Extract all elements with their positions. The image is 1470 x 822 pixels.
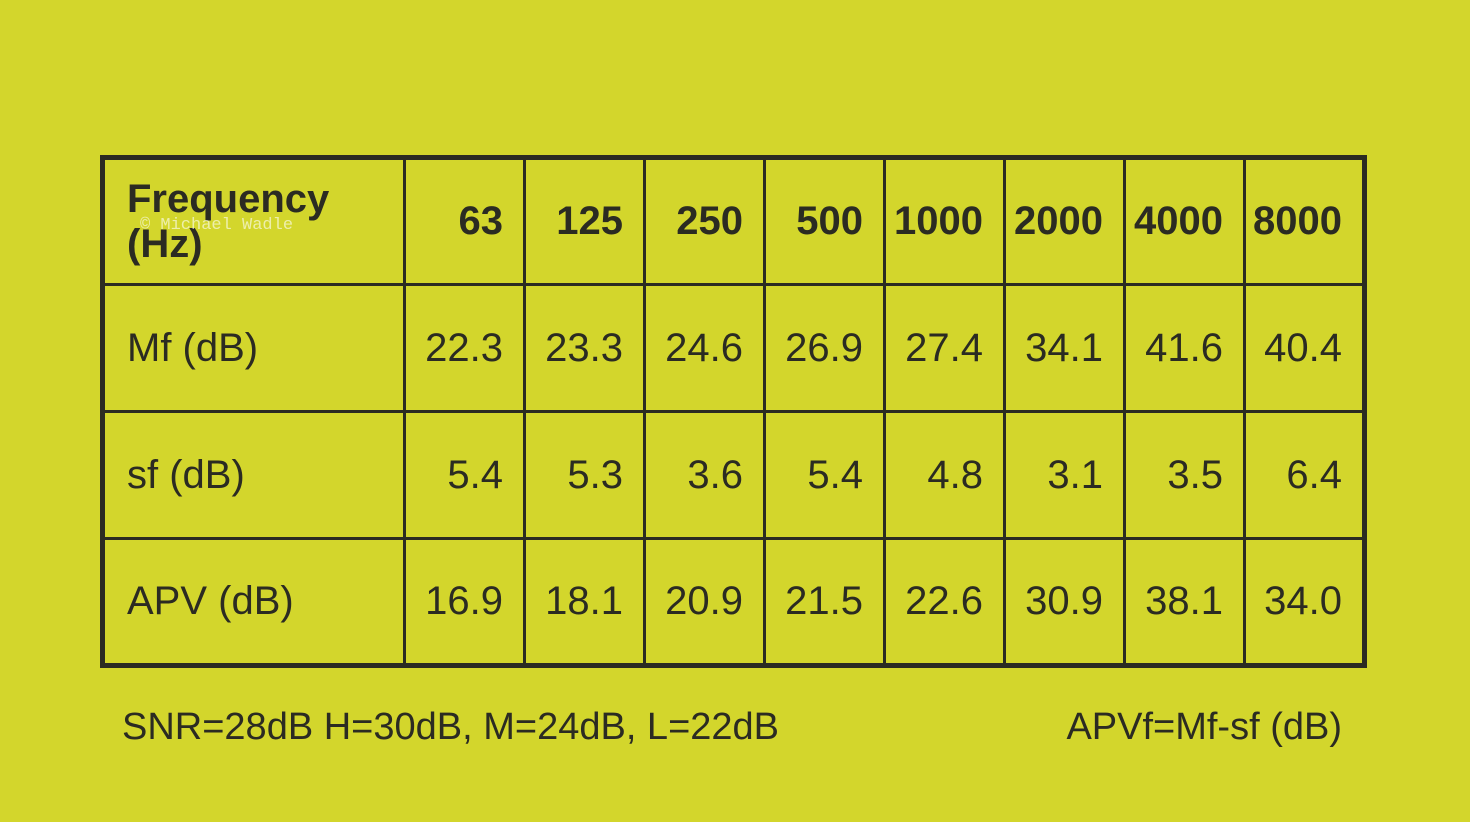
cell: 125 bbox=[523, 156, 646, 286]
cell: 3.5 bbox=[1123, 410, 1246, 540]
cell: 3.1 bbox=[1003, 410, 1126, 540]
cell: 34.1 bbox=[1003, 283, 1126, 413]
cell: 38.1 bbox=[1123, 537, 1246, 667]
cell: 5.3 bbox=[523, 410, 646, 540]
cell: 1000 bbox=[883, 156, 1006, 286]
cell: 20.9 bbox=[643, 537, 766, 667]
cell: 22.3 bbox=[403, 283, 526, 413]
table-row: APV (dB) 16.9 18.1 20.9 21.5 22.6 30.9 38.1 34.0 bbox=[101, 537, 1366, 667]
header-row: Frequency (Hz) 63 125 250 500 1000 2000 4000 800… bbox=[101, 156, 1366, 286]
cell: 23.3 bbox=[523, 283, 646, 413]
row-label: Frequency (Hz) bbox=[101, 156, 406, 286]
row-label: APV (dB) bbox=[101, 537, 406, 667]
cell: 21.5 bbox=[763, 537, 886, 667]
cell: 3.6 bbox=[643, 410, 766, 540]
row-label: Mf (dB) bbox=[101, 283, 406, 413]
cell: 40.4 bbox=[1243, 283, 1366, 413]
cell: 8000 bbox=[1243, 156, 1366, 286]
cell: 30.9 bbox=[1003, 537, 1126, 667]
footer-formula: APVf=Mf-sf (dB) bbox=[1066, 706, 1342, 748]
cell: 18.1 bbox=[523, 537, 646, 667]
row-label: sf (dB) bbox=[101, 410, 406, 540]
watermark: © Michael Wadle bbox=[140, 216, 294, 235]
cell: 5.4 bbox=[403, 410, 526, 540]
cell: 250 bbox=[643, 156, 766, 286]
cell: 16.9 bbox=[403, 537, 526, 667]
cell: 22.6 bbox=[883, 537, 1006, 667]
cell: 34.0 bbox=[1243, 537, 1366, 667]
cell: 4000 bbox=[1123, 156, 1246, 286]
footer-note: SNR=28dB H=30dB, M=24dB, L=22dB bbox=[122, 706, 780, 748]
cell: 63 bbox=[403, 156, 526, 286]
cell: 26.9 bbox=[763, 283, 886, 413]
cell: 500 bbox=[763, 156, 886, 286]
cell: 41.6 bbox=[1123, 283, 1246, 413]
cell: 27.4 bbox=[883, 283, 1006, 413]
cell: 24.6 bbox=[643, 283, 766, 413]
table-row: Mf (dB) 22.3 23.3 24.6 26.9 27.4 34.1 41.6 40.4 bbox=[101, 283, 1366, 413]
cell: 5.4 bbox=[763, 410, 886, 540]
cell: 2000 bbox=[1003, 156, 1126, 286]
cell: 4.8 bbox=[883, 410, 1006, 540]
table-row: sf (dB) 5.4 5.3 3.6 5.4 4.8 3.1 3.5 6.4 bbox=[101, 410, 1366, 540]
data-table: Frequency (Hz) 63 125 250 500 1000 2000 4000 800… bbox=[100, 155, 1367, 668]
cell: 6.4 bbox=[1243, 410, 1366, 540]
